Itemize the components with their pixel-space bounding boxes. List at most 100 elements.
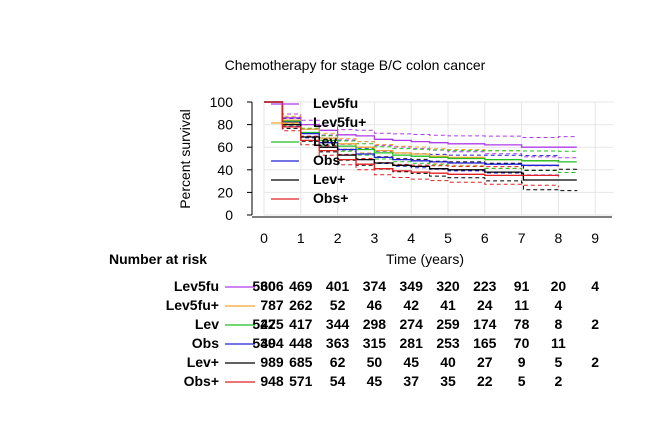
risk-count: 315	[363, 335, 387, 351]
risk-count: 62	[330, 354, 346, 370]
risk-count-overlap: 787	[260, 297, 284, 313]
risk-count-overlap: 262	[289, 297, 313, 313]
confidence-band-upper	[264, 101, 578, 152]
risk-count: 401	[326, 278, 350, 294]
risk-count: 363	[326, 335, 350, 351]
x-tick-label: 2	[334, 230, 342, 246]
risk-count: 9	[518, 354, 526, 370]
risk-count: 2	[591, 354, 599, 370]
legend-label: Lev+	[313, 171, 345, 187]
y-axis-label: Percent survival	[177, 109, 193, 209]
risk-count: 8	[555, 316, 563, 332]
confidence-band-lower	[264, 101, 559, 188]
risk-count: 27	[477, 354, 493, 370]
risk-count: 259	[436, 316, 460, 332]
risk-count: 20	[551, 278, 567, 294]
x-tick-label: 9	[591, 230, 599, 246]
y-tick-label: 80	[217, 117, 233, 133]
risk-count: 320	[436, 278, 460, 294]
risk-count: 50	[367, 354, 383, 370]
risk-count-overlap: 417	[289, 316, 313, 332]
risk-count: 45	[367, 373, 383, 389]
risk-count: 91	[514, 278, 530, 294]
risk-count: 22	[477, 373, 493, 389]
risk-count: 4	[591, 278, 599, 294]
legend: Lev5fu Lev5fu+ Lev Obs Lev+ Obs+	[271, 95, 366, 206]
risk-count: 42	[403, 297, 419, 313]
risk-table-header: Number at risk	[109, 251, 207, 267]
confidence-band-lower	[264, 101, 578, 159]
risk-count: 11	[514, 297, 529, 313]
series-line	[264, 101, 577, 163]
risk-count: 281	[400, 335, 424, 351]
axes: 0 20 40 60 80 100 0 1 2 3 4 5 6 7 8 9	[210, 94, 612, 246]
risk-count-overlap: 685	[289, 354, 313, 370]
risk-count: 374	[363, 278, 387, 294]
risk-count: 46	[367, 297, 383, 313]
risk-count: 530	[252, 335, 276, 351]
risk-count: 54	[330, 373, 346, 389]
risk-count: 41	[440, 297, 456, 313]
risk-count: 37	[403, 373, 419, 389]
x-tick-label: 8	[555, 230, 563, 246]
x-tick-label: 3	[371, 230, 379, 246]
x-tick-label: 0	[260, 230, 268, 246]
risk-count: 5	[518, 373, 526, 389]
series-line	[264, 101, 577, 148]
legend-label: Obs	[313, 152, 340, 168]
risk-count: 174	[473, 316, 497, 332]
confidence-band-upper	[264, 101, 578, 171]
risk-count: 253	[436, 335, 460, 351]
x-axis-label: Time (years)	[386, 251, 464, 267]
legend-label: Lev5fu	[313, 95, 358, 111]
y-tick-label: 40	[217, 162, 233, 178]
risk-count: 78	[514, 316, 530, 332]
series-line	[264, 101, 560, 177]
series-line	[264, 101, 577, 181]
risk-count: 40	[440, 354, 456, 370]
risk-row-label: Lev	[195, 316, 219, 332]
confidence-band-lower	[264, 101, 578, 192]
y-tick-label: 100	[210, 94, 234, 110]
risk-count: 2	[555, 373, 563, 389]
risk-count: 530	[252, 278, 276, 294]
risk-count: 24	[477, 297, 493, 313]
risk-count: 2	[591, 316, 599, 332]
confidence-band-lower	[264, 101, 578, 173]
risk-count-overlap: 989	[260, 354, 284, 370]
series-line	[264, 101, 560, 167]
risk-count-overlap: 948	[260, 373, 284, 389]
x-tick-label: 6	[481, 230, 489, 246]
risk-count: 274	[400, 316, 424, 332]
risk-count: 522	[252, 316, 276, 332]
y-tick-label: 60	[217, 139, 233, 155]
risk-count: 35	[440, 373, 456, 389]
confidence-bands	[264, 101, 578, 192]
risk-count: 5	[555, 354, 563, 370]
risk-row-label: Lev5fu	[174, 278, 219, 294]
risk-count: 349	[400, 278, 424, 294]
risk-count: 298	[363, 316, 387, 332]
risk-row-label: Lev5fu+	[166, 297, 219, 313]
risk-count-overlap: 571	[289, 373, 313, 389]
risk-count: 52	[330, 297, 346, 313]
risk-count-overlap: 606	[260, 278, 284, 294]
legend-label: Lev	[313, 133, 337, 149]
risk-count: 45	[403, 354, 419, 370]
risk-row-label: Lev+	[187, 354, 219, 370]
legend-label: Obs+	[313, 190, 348, 206]
x-tick-label: 5	[444, 230, 452, 246]
x-tick-label: 4	[407, 230, 415, 246]
risk-row-label: Obs+	[184, 373, 219, 389]
risk-count: 70	[514, 335, 530, 351]
risk-count: 11	[551, 335, 566, 351]
x-tick-label: 7	[518, 230, 526, 246]
legend-label: Lev5fu+	[313, 114, 366, 130]
chart-title: Chemotherapy for stage B/C colon cancer	[225, 57, 486, 73]
risk-count: 344	[326, 316, 350, 332]
risk-row-label: Obs	[192, 335, 219, 351]
risk-count: 4	[555, 297, 563, 313]
survival-curves	[264, 101, 577, 181]
